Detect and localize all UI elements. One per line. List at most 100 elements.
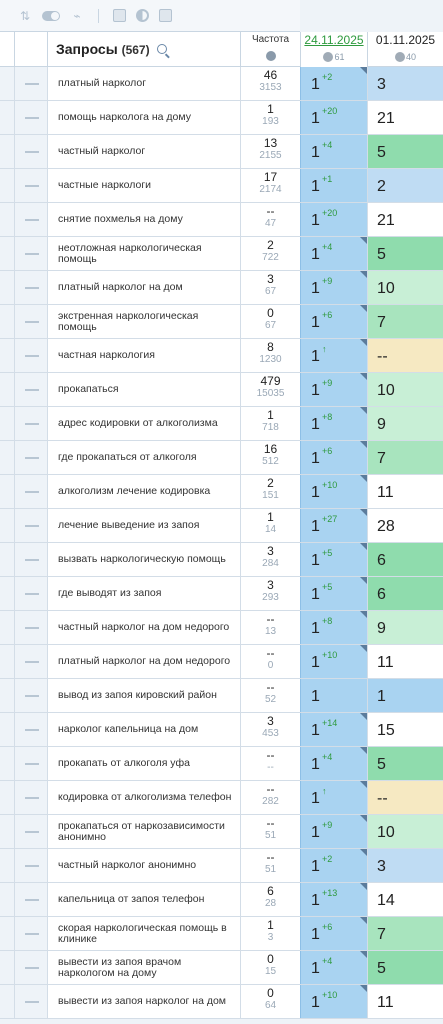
position-cell-current[interactable]: 1 +10 — [300, 645, 367, 678]
query-text[interactable]: частный нарколог на дом недорого — [58, 621, 230, 633]
query-text[interactable]: капельница от запоя телефон — [58, 893, 205, 905]
position-cell-current[interactable]: 1 +4 — [300, 747, 367, 780]
table-icon[interactable] — [113, 9, 126, 22]
table-row[interactable]: лечение выведение из запоя 1 14 1 +27 28 — [0, 509, 443, 543]
position-cell-previous[interactable]: 21 — [367, 101, 443, 134]
query-text[interactable]: адрес кодировки от алкоголизма — [58, 417, 218, 429]
position-cell-current[interactable]: 1 +5 — [300, 577, 367, 610]
drag-handle-icon[interactable] — [14, 509, 48, 542]
position-cell-current[interactable]: 1 +10 — [300, 985, 367, 1018]
query-text[interactable]: прокапаться от наркозависимости анонимно — [58, 819, 225, 843]
position-cell-current[interactable]: 1 +6 — [300, 917, 367, 950]
table-row[interactable]: частный нарколог 13 2155 1 +4 5 — [0, 135, 443, 169]
table-row[interactable]: снятие похмелья на дому -- 47 1 +20 21 — [0, 203, 443, 237]
query-text[interactable]: прокапаться — [58, 383, 119, 395]
position-cell-current[interactable]: 1 +2 — [300, 67, 367, 100]
query-text[interactable]: снятие похмелья на дому — [58, 213, 183, 225]
position-cell-previous[interactable]: 3 — [367, 67, 443, 100]
query-text[interactable]: вызвать наркологическую помощь — [58, 553, 226, 565]
date-1[interactable]: 24.11.2025 — [304, 33, 364, 47]
position-cell-current[interactable]: 1 +4 — [300, 951, 367, 984]
drag-handle-icon[interactable] — [14, 407, 48, 440]
query-text[interactable]: алкоголизм лечение кодировка — [58, 485, 211, 497]
table-row[interactable]: скорая наркологическая помощь в клинике 1… — [0, 917, 443, 951]
position-cell-previous[interactable]: 1 — [367, 679, 443, 712]
position-cell-current[interactable]: 1 +14 — [300, 713, 367, 746]
drag-handle-icon[interactable] — [14, 441, 48, 474]
search-icon[interactable] — [157, 44, 168, 54]
position-cell-previous[interactable]: -- — [367, 781, 443, 814]
position-cell-current[interactable]: 1 +13 — [300, 883, 367, 916]
position-cell-previous[interactable]: 9 — [367, 611, 443, 644]
drag-handle-icon[interactable] — [14, 237, 48, 270]
query-text[interactable]: платный нарколог на дом недорого — [58, 655, 231, 667]
position-cell-previous[interactable]: 9 — [367, 407, 443, 440]
query-text[interactable]: кодировка от алкоголизма телефон — [58, 791, 232, 803]
query-text[interactable]: частные наркологи — [58, 179, 152, 191]
drag-handle-icon[interactable] — [14, 917, 48, 950]
drag-handle-icon[interactable] — [14, 679, 48, 712]
position-cell-current[interactable]: 1 +4 — [300, 237, 367, 270]
query-text[interactable]: лечение выведение из запоя — [58, 519, 200, 531]
drag-handle-icon[interactable] — [14, 985, 48, 1018]
table-row[interactable]: вызвать наркологическую помощь 3 284 1 +5 6 — [0, 543, 443, 577]
position-cell-previous[interactable]: 15 — [367, 713, 443, 746]
position-cell-current[interactable]: 1 +27 — [300, 509, 367, 542]
table-row[interactable]: помощь нарколога на дому 1 193 1 +20 21 — [0, 101, 443, 135]
date-column-1-header[interactable]: 24.11.2025 61 — [300, 32, 367, 67]
query-text[interactable]: помощь нарколога на дому — [58, 111, 191, 123]
position-cell-previous[interactable]: 5 — [367, 135, 443, 168]
table-row[interactable]: прокапать от алкоголя уфа -- -- 1 +4 5 — [0, 747, 443, 781]
drag-handle-icon[interactable] — [14, 339, 48, 372]
table-row[interactable]: вывести из запоя врачом наркологом на до… — [0, 951, 443, 985]
query-text[interactable]: платный нарколог на дом — [58, 281, 183, 293]
position-cell-previous[interactable]: 7 — [367, 305, 443, 338]
drag-handle-icon[interactable] — [14, 475, 48, 508]
position-cell-previous[interactable]: 11 — [367, 475, 443, 508]
position-cell-previous[interactable]: 3 — [367, 849, 443, 882]
sort-icon[interactable]: ⇅ — [19, 8, 31, 23]
drag-handle-icon[interactable] — [14, 577, 48, 610]
drag-handle-icon[interactable] — [14, 543, 48, 576]
attach-icon[interactable]: ⌁ — [73, 8, 81, 23]
image-icon[interactable] — [159, 9, 172, 22]
position-cell-current[interactable]: 1 +4 — [300, 135, 367, 168]
table-row[interactable]: капельница от запоя телефон 6 28 1 +13 14 — [0, 883, 443, 917]
position-cell-current[interactable]: 1 +9 — [300, 373, 367, 406]
table-row[interactable]: адрес кодировки от алкоголизма 1 718 1 +8 9 — [0, 407, 443, 441]
drag-handle-icon[interactable] — [14, 305, 48, 338]
drag-handle-icon[interactable] — [14, 747, 48, 780]
table-row[interactable]: прокапаться 479 15035 1 +9 10 — [0, 373, 443, 407]
drag-handle-icon[interactable] — [14, 815, 48, 848]
date-column-2-header[interactable]: 01.11.2025 40 — [367, 32, 443, 67]
position-cell-previous[interactable]: 6 — [367, 577, 443, 610]
position-cell-previous[interactable]: -- — [367, 339, 443, 372]
table-row[interactable]: экстренная наркологическая помощь 0 67 1 +6 7 — [0, 305, 443, 339]
query-text[interactable]: скорая наркологическая помощь в клинике — [58, 921, 227, 945]
drag-handle-icon[interactable] — [14, 203, 48, 236]
position-cell-current[interactable]: 1 +9 — [300, 271, 367, 304]
table-row[interactable]: алкоголизм лечение кодировка 2 151 1 +10 11 — [0, 475, 443, 509]
position-cell-current[interactable]: 1 ↑ — [300, 781, 367, 814]
drag-handle-icon[interactable] — [14, 781, 48, 814]
table-row[interactable]: частный нарколог на дом недорого -- 13 1 +8 9 — [0, 611, 443, 645]
table-row[interactable]: частная наркология 8 1230 1 ↑ -- — [0, 339, 443, 373]
contrast-icon[interactable] — [136, 9, 149, 22]
drag-handle-icon[interactable] — [14, 645, 48, 678]
drag-handle-icon[interactable] — [14, 101, 48, 134]
query-text[interactable]: вывод из запоя кировский район — [58, 689, 217, 701]
position-cell-current[interactable]: 1 +9 — [300, 815, 367, 848]
position-cell-previous[interactable]: 14 — [367, 883, 443, 916]
position-cell-previous[interactable]: 10 — [367, 815, 443, 848]
position-cell-current[interactable]: 1 +8 — [300, 611, 367, 644]
position-cell-current[interactable]: 1 ↑ — [300, 339, 367, 372]
position-cell-previous[interactable]: 6 — [367, 543, 443, 576]
frequency-header[interactable]: Частота — [240, 32, 300, 67]
query-text[interactable]: неотложная наркологическая помощь — [58, 241, 202, 265]
query-text[interactable]: где выводят из запоя — [58, 587, 162, 599]
position-cell-previous[interactable]: 21 — [367, 203, 443, 236]
position-cell-previous[interactable]: 10 — [367, 271, 443, 304]
query-text[interactable]: вывести из запоя нарколог на дом — [58, 995, 227, 1007]
position-cell-previous[interactable]: 11 — [367, 645, 443, 678]
query-text[interactable]: нарколог капельница на дом — [58, 723, 199, 735]
